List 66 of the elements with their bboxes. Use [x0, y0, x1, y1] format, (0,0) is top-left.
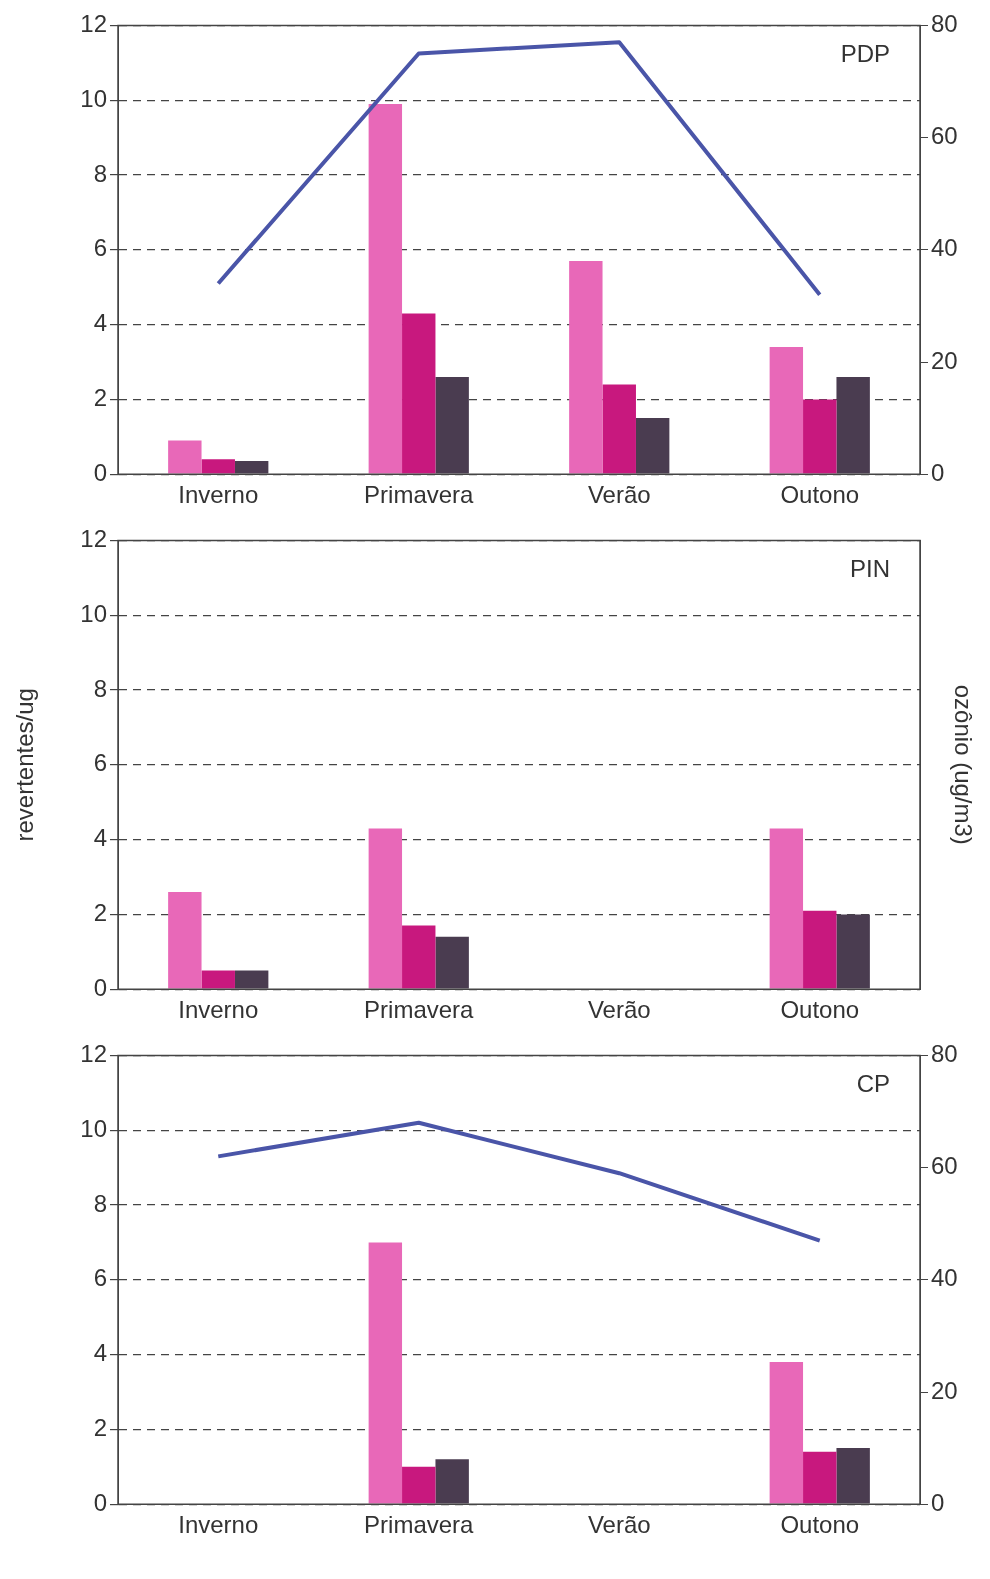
annotation: PIN	[849, 555, 890, 583]
y2-tick-label: 20	[931, 1376, 958, 1404]
y-tick-label: 10	[80, 84, 107, 112]
bar	[402, 925, 436, 989]
y2-tick-label: 80	[931, 10, 958, 38]
y2-tick-label: 0	[931, 458, 945, 486]
bar	[368, 1242, 403, 1504]
y-tick-label: 8	[93, 674, 107, 702]
y-tick-label: 6	[93, 749, 107, 777]
y-tick-label: 6	[93, 1264, 107, 1292]
bar	[402, 1466, 436, 1504]
x-tick-label: Verão	[587, 996, 651, 1024]
bar	[569, 261, 603, 474]
bar	[201, 970, 235, 989]
bar	[803, 910, 837, 989]
y2-tick-label: 20	[931, 346, 958, 374]
bar	[168, 891, 202, 989]
y2-tick-label: 40	[931, 234, 958, 262]
bar	[769, 1362, 804, 1504]
annotation: CP	[856, 1070, 890, 1098]
x-tick-label: Primavera	[364, 481, 475, 509]
y-tick-label: 10	[80, 599, 107, 627]
y-tick-label: 12	[80, 10, 107, 38]
y2-tick-label: 80	[931, 1040, 958, 1068]
x-tick-label: Outono	[780, 1511, 860, 1539]
x-tick-label: Verão	[587, 1511, 651, 1539]
y-tick-label: 12	[80, 1040, 107, 1068]
y-tick-label: 4	[93, 309, 107, 337]
x-tick-label: Outono	[780, 481, 860, 509]
bar	[402, 313, 436, 474]
y2-tick-label: 60	[931, 122, 958, 150]
x-tick-label: Inverno	[178, 996, 259, 1024]
y-tick-label: 8	[93, 1189, 107, 1217]
bar	[769, 347, 804, 474]
bar	[368, 828, 403, 989]
y-tick-label: 4	[93, 1339, 107, 1367]
y2-tick-label: 60	[931, 1152, 958, 1180]
bar	[201, 459, 235, 474]
x-tick-label: Inverno	[178, 481, 259, 509]
bar	[168, 440, 202, 474]
y-tick-label: 0	[93, 1488, 107, 1516]
x-tick-label: Verão	[587, 481, 651, 509]
y-tick-label: 10	[80, 1114, 107, 1142]
x-tick-label: Primavera	[364, 996, 475, 1024]
y-tick-label: 0	[93, 458, 107, 486]
y2-axis-title: ozônio (ug/m3)	[949, 684, 977, 845]
y-tick-label: 12	[80, 525, 107, 553]
bar	[602, 384, 636, 474]
x-tick-label: Outono	[780, 996, 860, 1024]
bar	[803, 1451, 837, 1504]
y-tick-label: 8	[93, 159, 107, 187]
y-tick-label: 2	[93, 1414, 107, 1442]
y-tick-label: 2	[93, 384, 107, 412]
bar	[769, 828, 804, 989]
y-tick-label: 0	[93, 973, 107, 1001]
bar	[803, 399, 837, 474]
y-axis-title: revertentes/ug	[11, 688, 39, 842]
x-tick-label: Inverno	[178, 1511, 259, 1539]
annotation: PDP	[840, 40, 890, 68]
x-tick-label: Primavera	[364, 1511, 475, 1539]
y2-tick-label: 40	[931, 1264, 958, 1292]
y-tick-label: 2	[93, 899, 107, 927]
y-tick-label: 6	[93, 234, 107, 262]
bar	[368, 103, 403, 474]
y-tick-label: 4	[93, 824, 107, 852]
y2-tick-label: 0	[931, 1488, 945, 1516]
